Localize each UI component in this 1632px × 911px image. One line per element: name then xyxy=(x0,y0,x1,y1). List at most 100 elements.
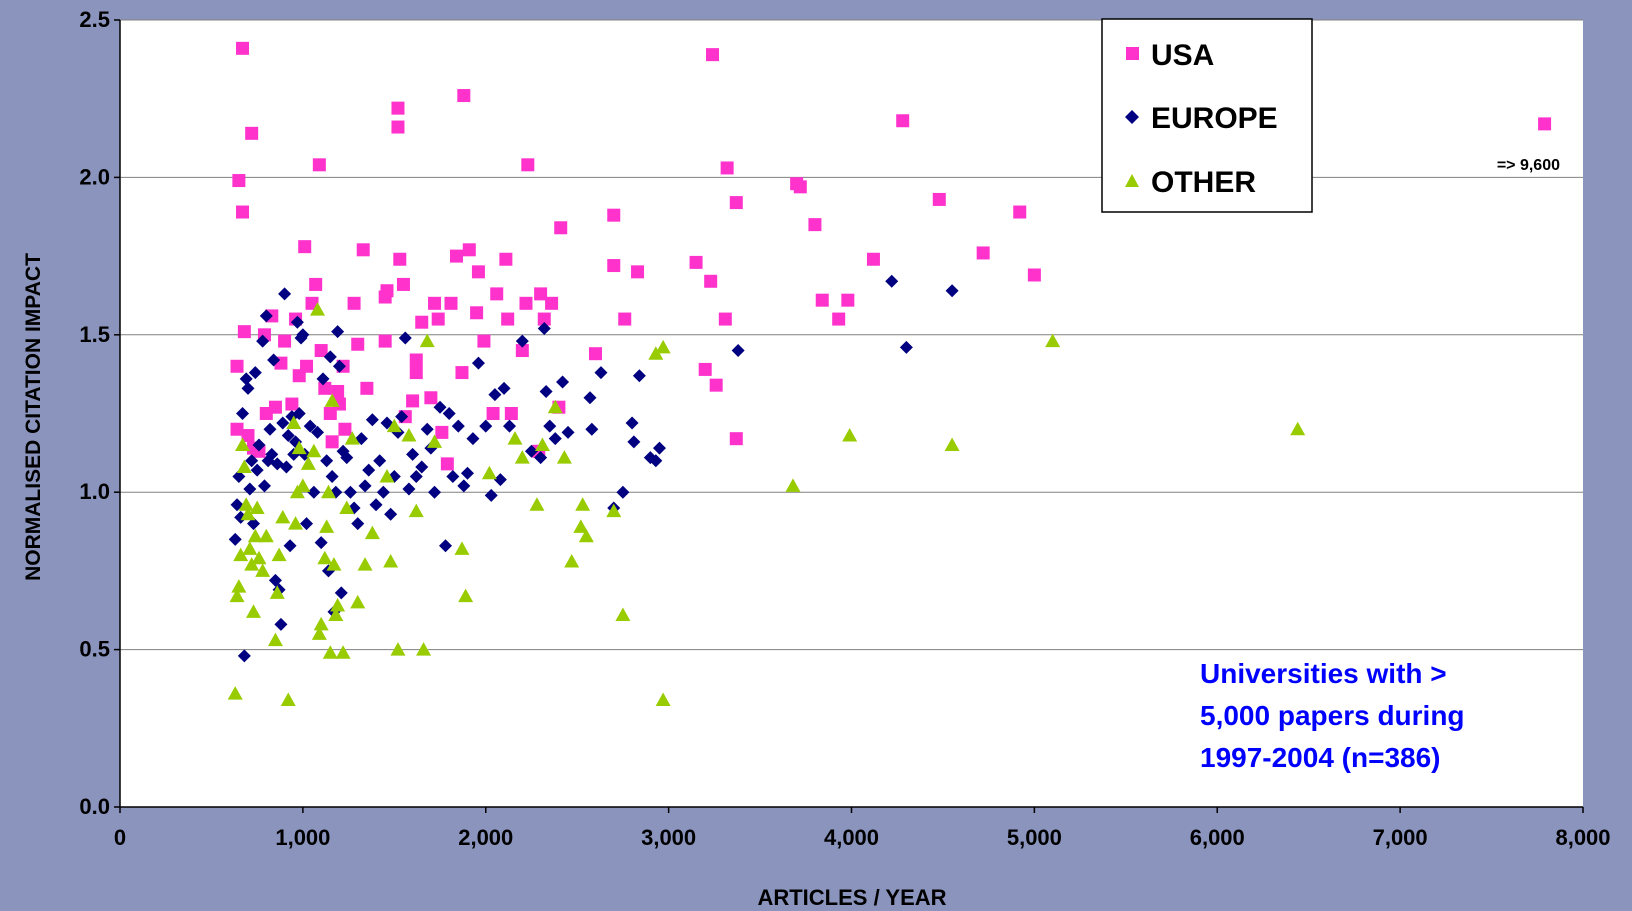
legend: USA EUROPE OTHER xyxy=(1101,18,1313,213)
data-point-usa xyxy=(499,252,513,266)
data-point-other xyxy=(507,431,523,445)
data-point-usa xyxy=(490,287,504,301)
data-point-usa xyxy=(396,277,410,291)
data-point-europe xyxy=(241,381,255,395)
data-point-europe xyxy=(460,466,474,480)
data-point-usa xyxy=(309,277,323,291)
data-point-other xyxy=(247,528,263,543)
data-point-other xyxy=(235,437,251,451)
data-point-europe xyxy=(885,274,899,288)
x-tick-label: 1,000 xyxy=(275,825,330,850)
data-point-other xyxy=(556,450,572,464)
data-point-usa xyxy=(285,397,299,411)
data-point-usa xyxy=(729,196,743,210)
data-point-europe xyxy=(351,517,365,531)
data-point-usa xyxy=(607,259,621,273)
data-point-usa xyxy=(519,296,533,310)
data-point-other xyxy=(249,500,265,514)
data-point-usa xyxy=(409,366,423,380)
data-point-usa xyxy=(428,296,442,310)
data-point-europe xyxy=(428,485,442,499)
data-point-usa xyxy=(391,101,405,115)
data-point-europe xyxy=(296,328,310,342)
data-point-usa xyxy=(832,312,846,326)
data-point-other xyxy=(328,607,344,621)
data-point-other xyxy=(1045,333,1061,348)
data-point-europe xyxy=(373,454,387,468)
legend-usa-label: USA xyxy=(1151,39,1214,72)
data-point-europe xyxy=(334,586,348,600)
data-point-other xyxy=(306,443,322,458)
series-other xyxy=(227,302,1306,706)
data-point-europe xyxy=(479,419,493,433)
data-point-other xyxy=(255,563,271,577)
data-point-other xyxy=(648,346,664,360)
data-point-usa xyxy=(440,457,454,471)
data-point-europe xyxy=(497,381,511,395)
data-point-usa xyxy=(815,293,829,307)
data-point-other xyxy=(238,497,254,511)
y-tick-labels: 0.0 0.5 1.0 1.5 2.0 2.5 xyxy=(79,7,110,819)
data-point-usa xyxy=(278,334,292,348)
data-point-other xyxy=(322,645,338,659)
data-point-usa xyxy=(631,265,645,279)
legend-other-label: OTHER xyxy=(1151,166,1256,199)
data-point-usa xyxy=(1013,205,1027,219)
data-point-europe xyxy=(402,482,416,496)
data-point-other xyxy=(655,339,671,354)
data-point-other xyxy=(350,594,366,609)
data-point-other xyxy=(291,440,307,455)
data-point-usa xyxy=(245,126,259,140)
legend-usa-marker xyxy=(1126,47,1139,60)
data-point-usa xyxy=(314,344,328,358)
data-point-europe xyxy=(228,532,242,546)
data-point-other xyxy=(275,509,291,524)
data-point-usa xyxy=(486,407,500,420)
data-point-usa xyxy=(1538,117,1552,131)
data-point-europe xyxy=(343,485,357,499)
y-axis-label: NORMALISED CITATION IMPACT xyxy=(22,253,45,581)
data-point-usa xyxy=(391,120,405,134)
data-point-europe xyxy=(515,334,529,348)
data-point-other xyxy=(227,686,243,700)
data-point-europe xyxy=(524,444,538,458)
data-point-usa xyxy=(841,293,855,307)
data-point-europe xyxy=(257,479,271,493)
data-point-europe xyxy=(252,438,266,452)
data-point-europe xyxy=(246,517,260,531)
data-point-europe xyxy=(488,388,502,402)
data-point-usa xyxy=(706,48,720,62)
data-point-other xyxy=(335,645,351,659)
data-point-other xyxy=(269,585,285,599)
data-point-europe xyxy=(369,498,383,512)
data-point-usa xyxy=(808,218,822,232)
data-point-europe xyxy=(457,479,471,493)
axes xyxy=(114,19,1584,813)
data-point-europe xyxy=(548,432,562,446)
data-point-europe xyxy=(466,432,480,446)
data-point-usa xyxy=(515,344,529,358)
data-point-other xyxy=(575,497,591,511)
data-point-usa xyxy=(698,362,712,376)
data-point-other xyxy=(258,528,274,543)
data-point-europe xyxy=(446,469,460,483)
data-point-usa xyxy=(232,174,246,188)
data-point-other xyxy=(251,550,267,565)
data-point-other xyxy=(344,431,360,445)
data-point-other xyxy=(458,588,474,603)
data-point-other xyxy=(427,434,443,448)
y-tick-label: 1.5 xyxy=(79,322,110,347)
data-point-europe xyxy=(332,359,346,373)
data-point-other xyxy=(401,428,417,442)
data-point-europe xyxy=(274,617,288,631)
data-point-other xyxy=(606,503,622,518)
data-point-usa xyxy=(976,246,990,260)
data-point-other xyxy=(564,553,580,568)
data-point-usa xyxy=(457,89,471,103)
data-point-other xyxy=(245,604,261,618)
data-point-usa xyxy=(554,221,568,235)
data-point-europe xyxy=(409,469,423,483)
data-point-other xyxy=(357,557,373,571)
data-point-europe xyxy=(625,416,639,430)
data-point-usa xyxy=(462,243,476,257)
